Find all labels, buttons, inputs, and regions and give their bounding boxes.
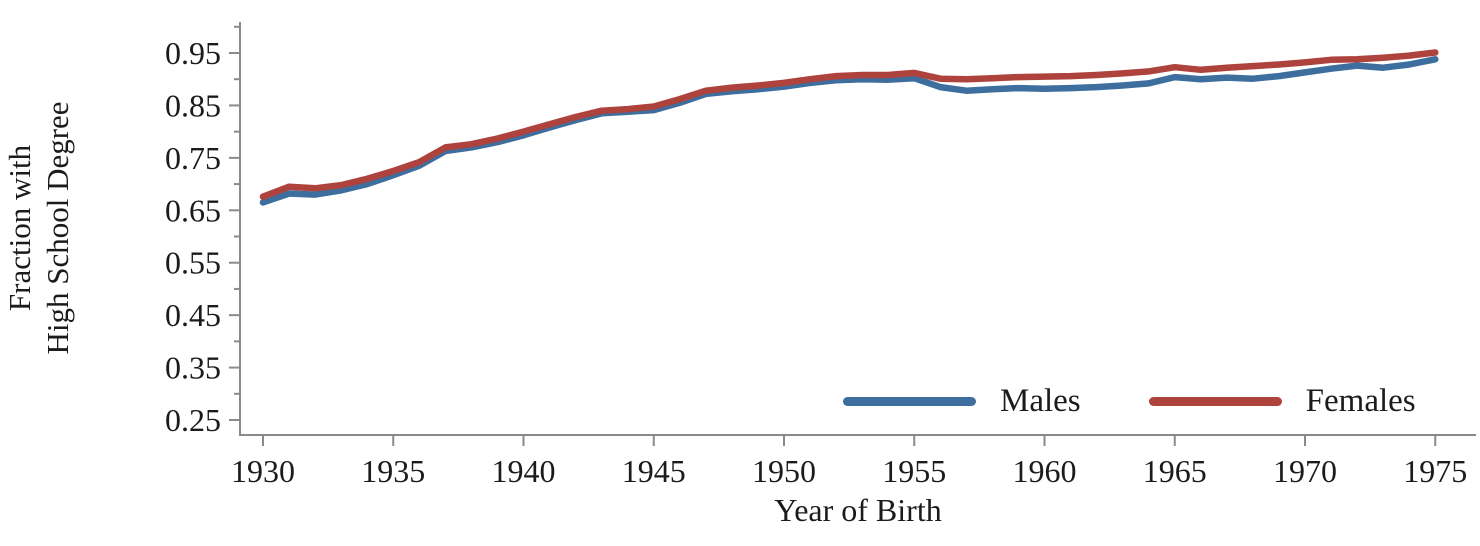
males-line-swatch (843, 396, 976, 406)
x-tick-label: 1970 (1273, 453, 1337, 489)
axis-lines (239, 22, 1476, 436)
males-line (259, 56, 1439, 206)
y-tick-label: 0.85 (165, 87, 221, 123)
x-tick-label: 1940 (492, 453, 556, 489)
y-tick-label: 0.75 (165, 140, 221, 176)
females-line (259, 49, 1439, 200)
x-tick-label: 1945 (622, 453, 686, 489)
y-tick-label: 0.45 (165, 297, 221, 333)
y-axis-title-line: Fraction with (2, 144, 37, 311)
y-tick-label: 0.55 (165, 245, 221, 281)
x-tick-label: 1955 (882, 453, 946, 489)
legend-label-females: Females (1305, 383, 1416, 419)
x-tick-label: 1960 (1013, 453, 1077, 489)
y-tick-label: 0.65 (165, 192, 221, 228)
legend-item-females: Females (1148, 381, 1416, 421)
x-tick-label: 1975 (1403, 453, 1467, 489)
x-tick-label: 1965 (1143, 453, 1207, 489)
x-tick-label: 1930 (231, 453, 295, 489)
y-tick-label: 0.35 (165, 350, 221, 386)
x-tick-label: 1935 (361, 453, 425, 489)
legend-label-males: Males (1000, 383, 1081, 419)
y-axis-title-line: High School Degree (40, 101, 75, 354)
females-line-swatch (1148, 396, 1282, 406)
y-tick-label: 0.95 (165, 35, 221, 71)
x-axis-title: Year of Birth (774, 492, 942, 528)
legend-item-males: Males (843, 381, 1081, 421)
legend: Males Females (843, 381, 1416, 421)
y-tick-label: 0.25 (165, 402, 221, 438)
x-tick-label: 1950 (752, 453, 816, 489)
